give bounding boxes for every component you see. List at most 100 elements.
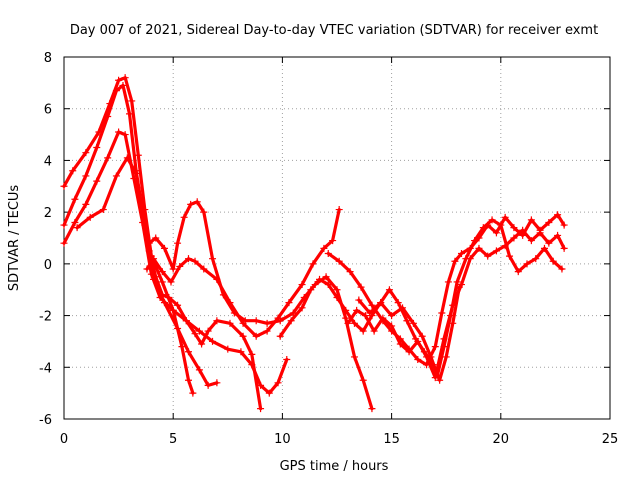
sat-track-2-line: [62, 83, 219, 387]
data-point: [388, 312, 396, 320]
data-point: [99, 206, 107, 214]
data-point: [224, 345, 232, 353]
x-tick-label: 10: [274, 432, 291, 447]
data-point: [209, 255, 217, 263]
data-point: [276, 317, 284, 325]
data-point: [342, 314, 350, 322]
data-point: [178, 343, 186, 351]
grid: [64, 57, 610, 419]
sat-track-7: [324, 211, 568, 369]
data-point: [527, 216, 535, 224]
data-point: [265, 389, 273, 397]
data-point: [123, 154, 131, 162]
sat-track-6: [145, 198, 376, 413]
sat-track-10: [276, 275, 463, 384]
sat-track-4-line: [75, 156, 263, 411]
data-point: [132, 169, 140, 177]
data-point: [252, 332, 260, 340]
data-point: [145, 239, 153, 247]
data-point: [139, 208, 147, 216]
data-point: [60, 182, 68, 190]
data-point: [82, 172, 90, 180]
data-point: [204, 381, 212, 389]
data-point: [540, 244, 548, 252]
data-point: [128, 97, 136, 105]
x-tick-label: 0: [60, 432, 68, 447]
data-point: [418, 332, 426, 340]
data-point: [451, 257, 459, 265]
data-point: [497, 221, 505, 229]
data-point: [309, 260, 317, 268]
data-point: [333, 293, 341, 301]
axis-ticks: 0 5 10 15 20 25 -6 -4 -2 0 2 4 6 8: [39, 51, 618, 447]
data-point: [73, 224, 81, 232]
data-point: [239, 332, 247, 340]
data-point: [429, 361, 437, 369]
data-point: [501, 213, 509, 221]
data-point: [453, 278, 461, 286]
data-point: [112, 172, 120, 180]
data-point: [119, 81, 127, 89]
data-point: [359, 376, 367, 384]
y-tick-label: 0: [44, 258, 52, 273]
data-point: [492, 247, 500, 255]
data-point: [405, 348, 413, 356]
data-point: [82, 149, 90, 157]
data-point: [444, 278, 452, 286]
data-point: [198, 340, 206, 348]
data-point: [514, 268, 522, 276]
data-point: [287, 317, 295, 325]
data-point: [355, 296, 363, 304]
data-point: [532, 255, 540, 263]
data-point: [152, 273, 160, 281]
data-point: [344, 319, 352, 327]
data-point: [523, 260, 531, 268]
data-point: [182, 317, 190, 325]
data-point: [158, 268, 166, 276]
sat-track-1: [60, 74, 197, 397]
data-point: [342, 306, 350, 314]
data-point: [184, 376, 192, 384]
data-point: [379, 314, 387, 322]
data-point: [307, 286, 315, 294]
data-point: [252, 317, 260, 325]
data-point: [143, 265, 151, 273]
data-point: [121, 131, 129, 139]
x-tick-label: 20: [493, 432, 510, 447]
data-point: [189, 389, 197, 397]
data-point: [361, 312, 369, 320]
data-point: [263, 319, 271, 327]
data-point: [213, 379, 221, 387]
data-point: [230, 309, 238, 317]
y-tick-label: 2: [44, 206, 52, 221]
data-point: [169, 306, 177, 314]
data-point: [471, 237, 479, 245]
data-point: [195, 366, 203, 374]
data-point: [385, 286, 393, 294]
data-point: [126, 110, 134, 118]
data-point: [200, 265, 208, 273]
data-point: [184, 348, 192, 356]
y-tick-label: 6: [44, 103, 52, 118]
chart-title: Day 007 of 2021, Sidereal Day-to-day VTE…: [70, 23, 598, 38]
data-point: [359, 327, 367, 335]
data-point: [69, 167, 77, 175]
data-point: [510, 224, 518, 232]
data-point: [257, 405, 265, 413]
data-point: [457, 250, 465, 258]
sat-track-6-line: [147, 200, 374, 411]
data-point: [152, 234, 160, 242]
data-point: [204, 327, 212, 335]
data-point: [165, 293, 173, 301]
data-point: [160, 244, 168, 252]
data-point: [167, 278, 175, 286]
data-point: [276, 332, 284, 340]
data-point: [492, 229, 500, 237]
data-point: [346, 268, 354, 276]
data-point: [174, 301, 182, 309]
data-point: [449, 319, 457, 327]
data-point: [86, 213, 94, 221]
data-point: [298, 304, 306, 312]
data-point: [180, 213, 188, 221]
